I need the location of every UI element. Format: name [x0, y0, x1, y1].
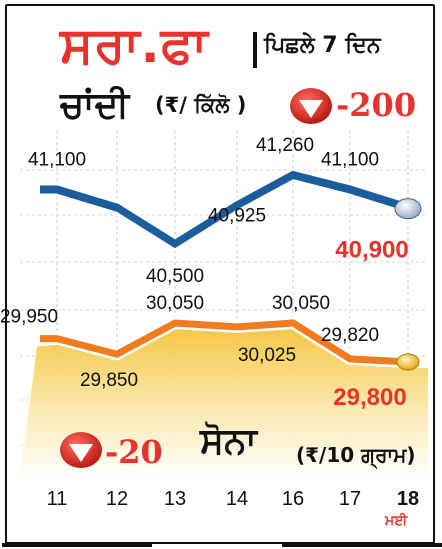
title-divider	[253, 32, 257, 68]
silver-unit: (₹/ ਕਿੱਲੋ )	[155, 93, 247, 117]
gold-end-marker	[396, 353, 420, 371]
chart-frame	[5, 4, 435, 544]
gold-data-label: 30,025	[238, 345, 296, 366]
silver-line-highlight	[40, 179, 409, 250]
x-tick-label: 13	[164, 488, 186, 510]
x-tick-label: 12	[106, 488, 128, 510]
silver-change: -200	[336, 86, 417, 124]
gold-area	[20, 329, 428, 478]
month-label: ਮਈ	[385, 513, 408, 529]
gold-data-label: 29,950	[0, 307, 58, 328]
bottom-rule-right	[282, 543, 442, 547]
silver-data-label: 40,500	[146, 266, 204, 287]
x-tick-label: 17	[339, 488, 361, 510]
gold-title: ਸੋਨਾ	[200, 421, 257, 462]
gold-change: -20	[105, 433, 163, 471]
x-tick-label: 18	[397, 488, 419, 510]
x-tick-label: 11	[47, 488, 68, 510]
down-arrow-icon	[290, 88, 332, 124]
silver-title: ਚਾਂਦੀ	[60, 85, 130, 126]
bottom-rule-left	[2, 543, 152, 547]
gold-line-highlight	[40, 327, 409, 368]
gold-unit: (₹/10 ਗ੍ਰਾਮ)	[296, 443, 416, 467]
silver-data-label: 41,100	[321, 150, 379, 171]
x-tick-label: 16	[282, 488, 304, 510]
silver-end-marker	[394, 198, 422, 220]
gold-data-label: 29,820	[321, 325, 379, 346]
gold-data-label: 29,800	[333, 384, 406, 411]
page-subtitle: ਪਿਛਲੇ 7 ਦਿਨ	[264, 33, 381, 58]
gold-line	[40, 319, 409, 366]
gold-data-label: 30,050	[272, 293, 330, 314]
gold-data-label: 29,850	[80, 370, 138, 391]
silver-line	[40, 170, 410, 249]
x-tick-label: 14	[226, 488, 248, 510]
silver-data-label: 40,925	[208, 205, 266, 226]
page-title: ਸਰਾ.ਫਾ	[60, 16, 209, 74]
silver-data-label: 41,260	[256, 135, 314, 156]
silver-data-label: 41,100	[28, 150, 86, 171]
gold-data-label: 30,050	[146, 293, 204, 314]
down-arrow-icon	[60, 432, 102, 468]
silver-data-label: 40,900	[335, 237, 408, 264]
